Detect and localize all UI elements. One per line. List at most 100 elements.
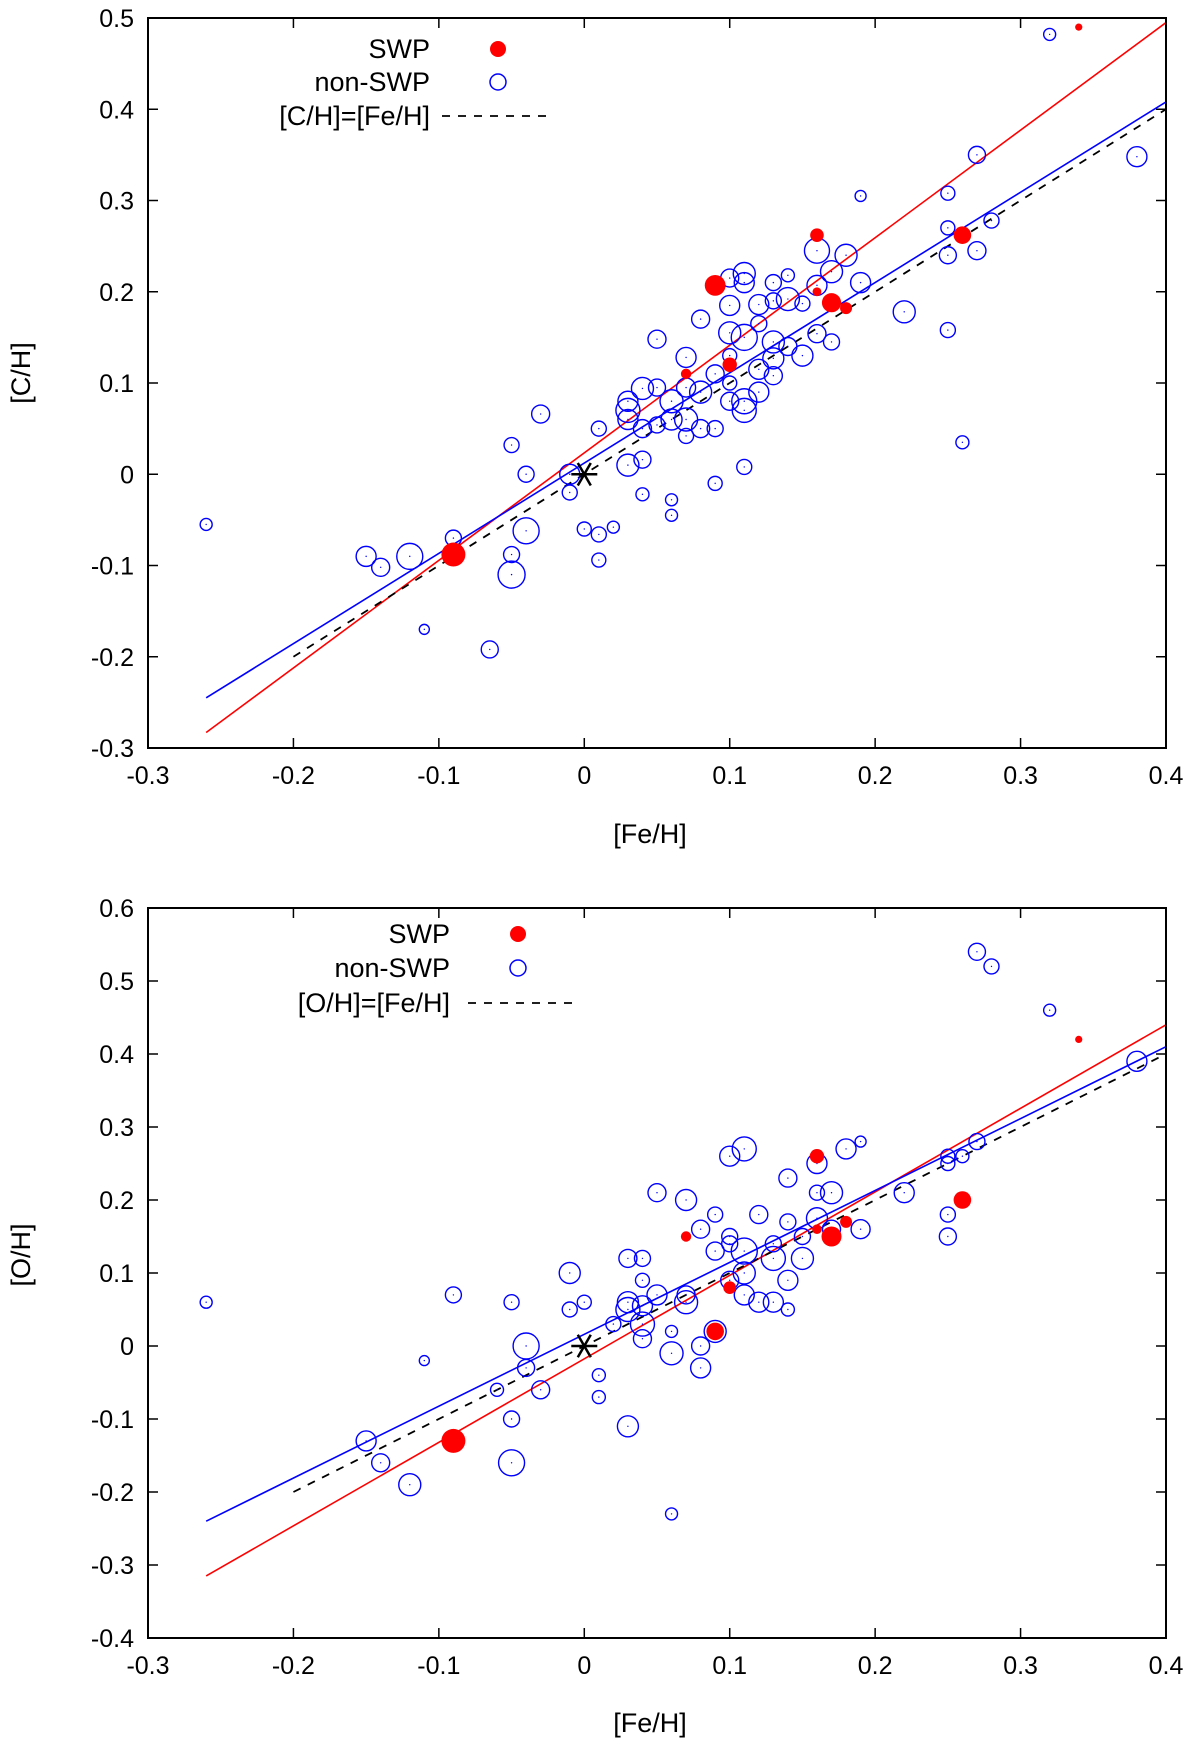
- non-swp-point-center: [743, 1148, 745, 1150]
- non-swp-point-center: [205, 1301, 207, 1303]
- non-swp-point-center: [947, 227, 949, 229]
- non-swp-point-center: [787, 345, 789, 348]
- non-swp-point: [707, 475, 723, 492]
- non-swp-point: [502, 545, 521, 564]
- non-swp-fit-line: [205, 1045, 1167, 1522]
- non-swp-point: [677, 427, 695, 445]
- y-tick-label: 0.2: [99, 279, 134, 307]
- non-swp-point-center: [729, 1155, 731, 1157]
- non-swp-point: [689, 1357, 712, 1379]
- non-swp-point: [850, 1218, 871, 1240]
- non-swp-point-center: [670, 1330, 673, 1333]
- non-swp-point-center: [699, 318, 702, 320]
- chart-oxygen-y-axis-label: [O/H]: [6, 1223, 36, 1286]
- non-swp-point: [761, 330, 786, 354]
- swp-point: [680, 1231, 692, 1242]
- swp-point: [809, 1149, 825, 1164]
- non-swp-point-center: [801, 354, 804, 357]
- non-swp-point: [763, 366, 784, 386]
- swp-point: [704, 274, 726, 296]
- non-swp-point-center: [627, 1257, 629, 1260]
- non-swp-point: [731, 1136, 757, 1162]
- non-swp-point: [647, 378, 667, 397]
- non-swp-point-center: [758, 391, 760, 393]
- non-swp-point-center: [729, 354, 731, 357]
- non-swp-point: [615, 397, 641, 424]
- legend-marker-non-swp: [489, 73, 507, 91]
- non-swp-point: [517, 465, 535, 483]
- non-swp-point: [618, 1248, 638, 1269]
- non-swp-point: [591, 1367, 607, 1383]
- non-swp-point-center: [365, 555, 367, 558]
- non-swp-point-center: [845, 254, 847, 256]
- swp-point: [723, 1281, 737, 1294]
- non-swp-point-center: [641, 1257, 644, 1260]
- non-swp-point-center: [859, 281, 862, 284]
- non-swp-point-center: [787, 298, 789, 300]
- non-swp-point-center: [758, 1213, 760, 1216]
- swp-point: [953, 226, 972, 244]
- x-tick-label: -0.1: [417, 762, 460, 790]
- non-swp-point-center: [758, 1301, 760, 1303]
- non-swp-point-center: [510, 553, 513, 556]
- non-swp-point: [720, 391, 740, 411]
- non-swp-point: [705, 1241, 725, 1261]
- non-swp-point: [617, 408, 639, 431]
- non-swp-point: [819, 259, 844, 284]
- y-tick-label: -0.3: [91, 735, 134, 763]
- non-swp-point-center: [656, 1192, 658, 1194]
- non-swp-point: [764, 292, 783, 310]
- non-swp-point-center: [627, 464, 629, 466]
- non-swp-point: [629, 1311, 656, 1337]
- non-swp-point-center: [714, 427, 716, 430]
- non-swp-point-center: [947, 254, 949, 256]
- non-swp-point-center: [743, 281, 745, 284]
- non-swp-point-center: [729, 1243, 731, 1245]
- non-swp-point: [808, 1184, 826, 1201]
- y-tick-label: 0.4: [99, 96, 134, 124]
- swp-point: [821, 1226, 842, 1247]
- non-swp-point-center: [627, 409, 629, 412]
- non-swp-point: [939, 321, 957, 339]
- non-swp-point: [892, 300, 916, 324]
- non-swp-point-center: [205, 523, 207, 526]
- non-swp-point: [616, 1290, 640, 1314]
- non-swp-point-center: [670, 400, 673, 402]
- swp-point: [680, 368, 692, 380]
- non-swp-point: [777, 1269, 799, 1292]
- non-swp-point-center: [569, 473, 571, 475]
- legend-label-swp: SWP: [388, 919, 450, 949]
- non-swp-point-center: [569, 491, 571, 494]
- non-swp-point: [719, 1145, 741, 1167]
- chart-oxygen-legend: SWP non-SWP [O/H]=[Fe/H]: [298, 919, 572, 1018]
- non-swp-point-center: [569, 1308, 571, 1311]
- chart-oxygen-tick-labels: -0.3 -0.2 -0.1 0 0.1 0.2 0.3 0.4-0.4-0.3-0.2-0.…: [91, 895, 1184, 1680]
- non-swp-point: [616, 1415, 640, 1438]
- sun-marker: [571, 1334, 598, 1358]
- non-swp-point-center: [699, 427, 702, 430]
- non-swp-point-center: [961, 1155, 964, 1157]
- non-swp-point-center: [816, 1217, 818, 1219]
- swp-point: [722, 357, 737, 372]
- non-swp-point: [512, 517, 540, 545]
- swp-point: [706, 1322, 724, 1341]
- non-swp-point-center: [670, 1352, 673, 1355]
- chart-carbon-tick-labels: -0.3 -0.2 -0.1 0 0.1 0.2 0.3 0.4 -0.3 -0.2 -0.1 0 0.…: [91, 5, 1184, 790]
- non-swp-point-center: [1048, 1009, 1051, 1011]
- non-swp-point: [764, 273, 783, 292]
- non-swp-point: [819, 1180, 844, 1205]
- non-swp-point-center: [627, 418, 629, 421]
- non-swp-point-center: [598, 533, 600, 536]
- non-swp-point-center: [976, 1140, 978, 1143]
- non-swp-point-center: [729, 304, 731, 307]
- non-swp-point-center: [641, 1305, 644, 1307]
- non-swp-point: [605, 1315, 622, 1333]
- non-swp-point-center: [772, 1257, 775, 1260]
- x-tick-label: 0.3: [1003, 1652, 1038, 1680]
- non-swp-point-center: [627, 1425, 629, 1428]
- x-tick-label: 0.1: [712, 762, 747, 790]
- non-swp-point-center: [598, 1396, 600, 1398]
- non-swp-point-center: [685, 356, 687, 359]
- non-swp-point-center: [976, 951, 978, 953]
- non-swp-point-center: [816, 333, 818, 335]
